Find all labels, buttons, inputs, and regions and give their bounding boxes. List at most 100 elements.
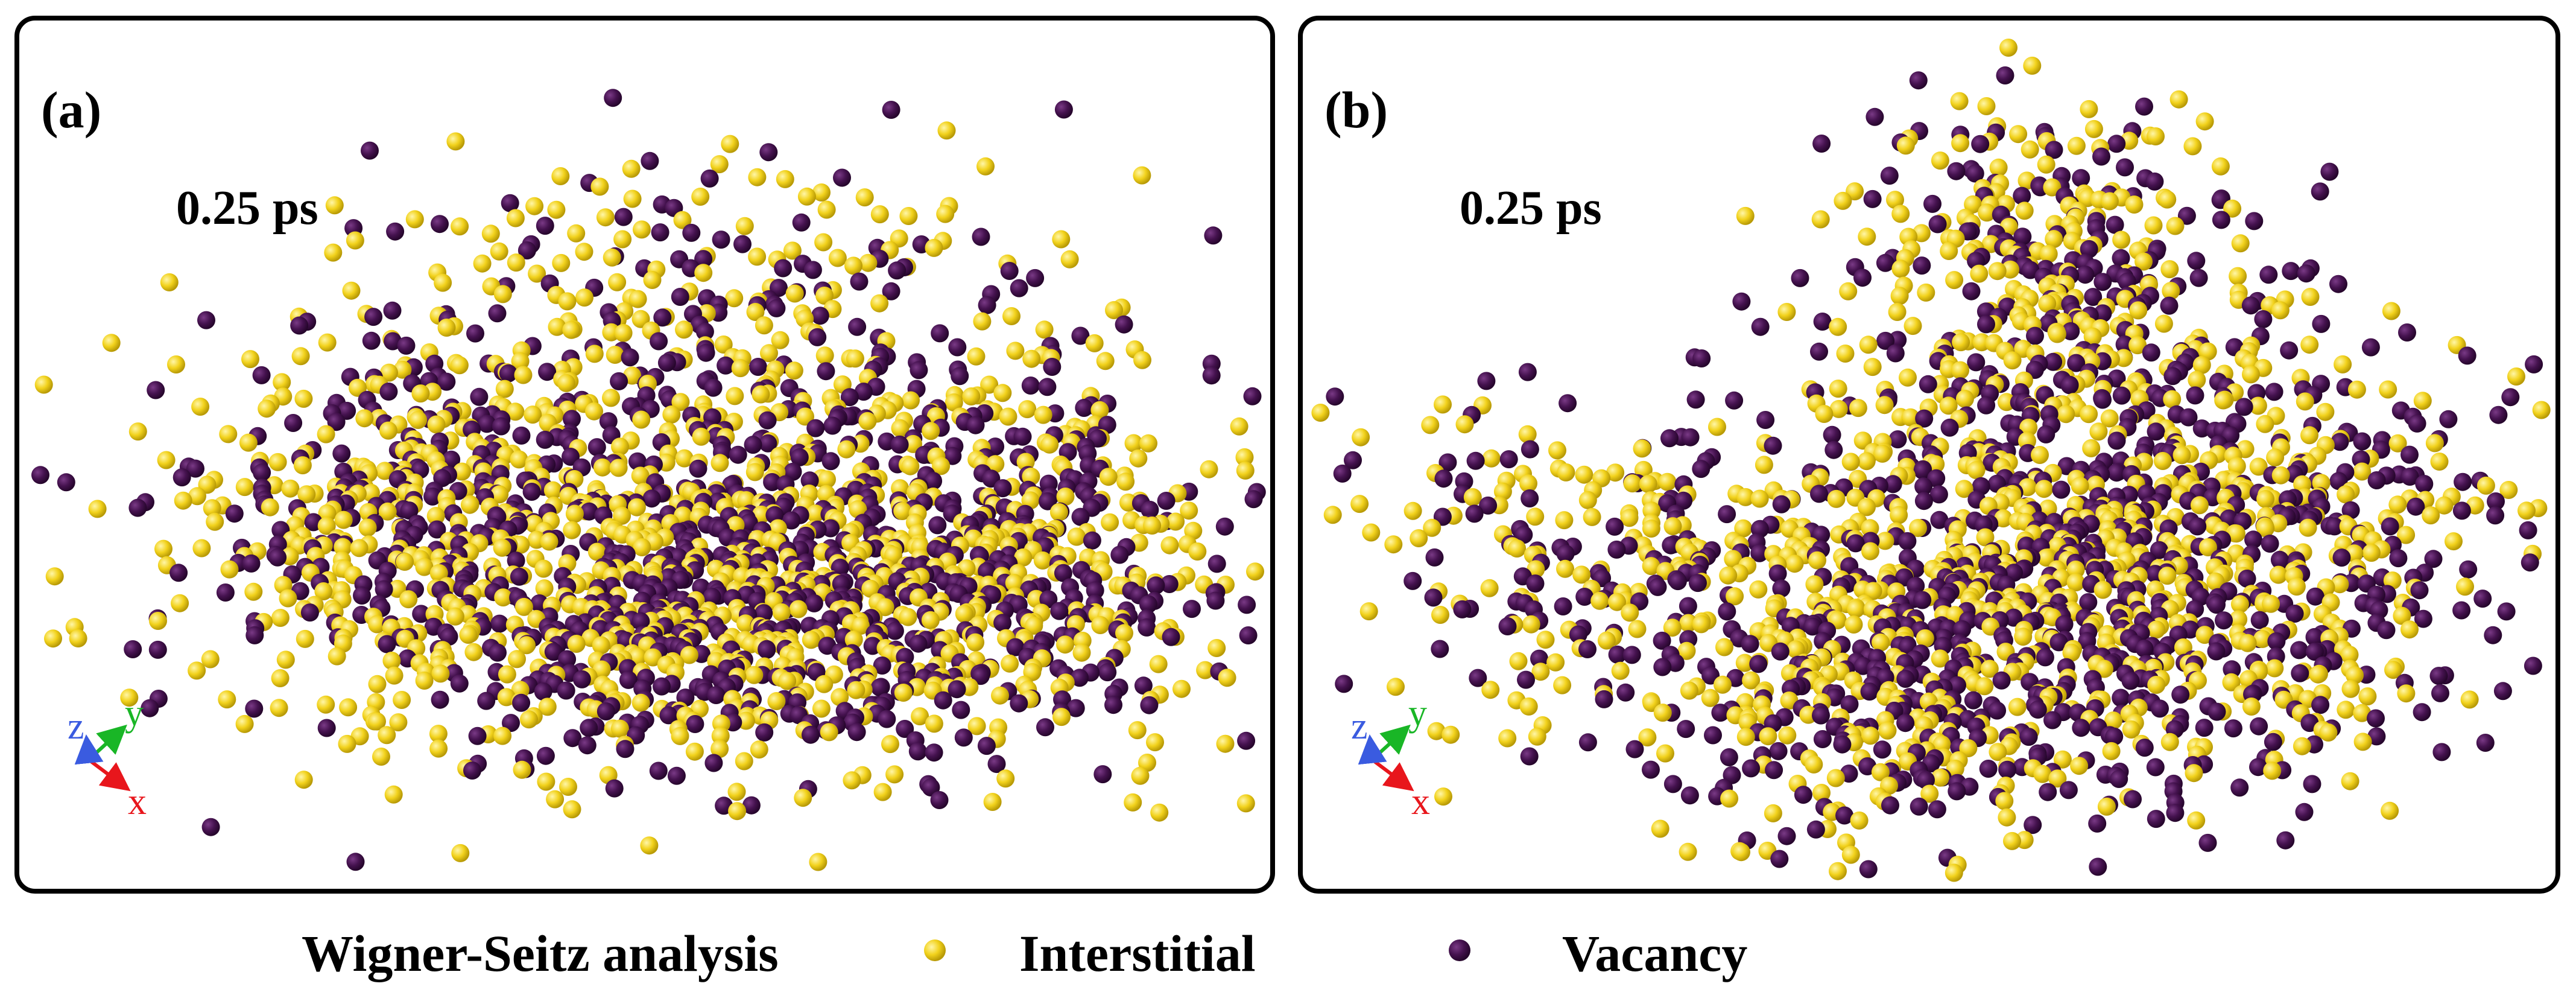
vacancy-atom xyxy=(2045,141,2063,159)
interstitial-atom xyxy=(346,231,364,250)
vacancy-atom xyxy=(431,215,449,234)
interstitial-atom xyxy=(1808,551,1826,570)
interstitial-atom xyxy=(1216,734,1235,753)
vacancy-atom xyxy=(2080,240,2098,258)
legend-interstitial-label: Interstitial xyxy=(1019,924,1256,982)
vacancy-atom xyxy=(882,282,900,300)
vacancy-atom xyxy=(2484,626,2502,644)
interstitial-atom xyxy=(714,335,733,354)
interstitial-atom xyxy=(2456,577,2474,596)
interstitial-atom xyxy=(520,710,538,729)
interstitial-atom xyxy=(1052,708,1071,726)
vacancy-atom xyxy=(1595,690,1613,708)
interstitial-atom xyxy=(1115,624,1133,643)
y-axis-arrow xyxy=(87,724,127,761)
vacancy-atom xyxy=(2276,831,2295,850)
vacancy-atom xyxy=(1204,226,1223,245)
interstitial-atom xyxy=(1160,536,1179,555)
interstitial-atom xyxy=(2340,646,2359,664)
interstitial-atom xyxy=(2384,661,2402,679)
interstitial-atom xyxy=(1677,641,1696,660)
vacancy-atom xyxy=(431,690,449,709)
vacancy-atom xyxy=(428,520,446,539)
vacancy-atom xyxy=(1884,475,1902,494)
interstitial-atom xyxy=(633,220,651,239)
vacancy-atom xyxy=(517,241,536,259)
interstitial-atom xyxy=(1528,727,1546,746)
interstitial-atom xyxy=(1964,195,1983,214)
interstitial-atom xyxy=(592,636,610,655)
interstitial-atom xyxy=(1056,635,1074,654)
vacancy-atom xyxy=(1777,827,1796,845)
vacancy-atom xyxy=(703,588,721,606)
interstitial-atom xyxy=(34,375,53,394)
vacancy-atom xyxy=(1518,363,1537,381)
interstitial-atom xyxy=(563,800,581,819)
interstitial-atom xyxy=(980,375,999,394)
interstitial-atom xyxy=(1642,520,1660,538)
interstitial-atom xyxy=(2158,190,2177,209)
vacancy-atom xyxy=(1625,740,1644,758)
interstitial-atom xyxy=(991,686,1009,705)
interstitial-atom xyxy=(537,772,555,791)
interstitial-atom xyxy=(1072,643,1091,662)
interstitial-atom xyxy=(244,582,263,601)
vacancy-atom xyxy=(1771,642,1790,661)
vacancy-atom xyxy=(1434,469,1453,488)
vacancy-atom xyxy=(2250,611,2269,629)
interstitial-atom xyxy=(921,611,940,629)
interstitial-atom xyxy=(1124,793,1142,812)
interstitial-atom xyxy=(1719,566,1738,585)
vacancy-atom xyxy=(695,322,714,341)
interstitial-atom xyxy=(1736,488,1755,506)
interstitial-atom xyxy=(192,539,211,558)
interstitial-atom xyxy=(1734,519,1753,538)
interstitial-atom xyxy=(317,695,335,714)
vacancy-atom xyxy=(1967,353,1986,372)
vacancy-atom xyxy=(704,378,723,397)
interstitial-atom xyxy=(727,783,746,801)
interstitial-atom xyxy=(1572,565,1591,584)
vacancy-atom xyxy=(1876,253,1894,272)
vacancy-atom xyxy=(2171,685,2190,704)
interstitial-atom xyxy=(671,726,689,745)
interstitial-atom xyxy=(1384,535,1403,554)
interstitial-atom xyxy=(1350,495,1369,513)
vacancy-atom xyxy=(651,223,669,242)
vacancy-atom xyxy=(2454,472,2472,491)
vacancy-atom xyxy=(1431,640,1449,658)
interstitial-atom xyxy=(1834,191,1852,210)
vacancy-atom xyxy=(1013,427,1032,446)
interstitial-atom xyxy=(1858,498,1876,516)
vacancy-atom xyxy=(2415,475,2434,493)
vacancy-atom xyxy=(400,501,419,520)
vacancy-atom xyxy=(2107,431,2126,450)
interstitial-atom xyxy=(559,778,577,796)
interstitial-atom xyxy=(1861,519,1879,538)
vacancy-atom xyxy=(1110,545,1129,564)
interstitial-atom xyxy=(1829,380,1847,398)
vacancy-atom xyxy=(317,719,336,737)
interstitial-atom xyxy=(1188,542,1207,561)
interstitial-atom xyxy=(1815,405,1834,423)
interstitial-atom xyxy=(2082,439,2101,457)
vacancy-atom xyxy=(197,311,215,329)
interstitial-atom xyxy=(1959,739,1978,757)
vacancy-atom xyxy=(492,417,510,436)
interstitial-atom xyxy=(2266,448,2285,467)
vacancy-atom xyxy=(1326,387,1344,406)
vacancy-atom xyxy=(792,213,811,232)
interstitial-atom xyxy=(1597,631,1616,650)
vacancy-atom xyxy=(811,307,829,325)
interstitial-atom xyxy=(235,478,254,497)
vacancy-atom xyxy=(604,89,622,107)
interstitial-atom xyxy=(1235,448,1254,466)
interstitial-atom xyxy=(378,502,397,521)
vacancy-atom xyxy=(2135,97,2153,116)
interstitial-atom xyxy=(748,168,767,186)
interstitial-atom xyxy=(2341,679,2360,698)
vacancy-atom xyxy=(2186,386,2204,405)
vacancy-atom xyxy=(2424,550,2443,568)
interstitial-atom xyxy=(1014,548,1033,567)
interstitial-atom xyxy=(1909,519,1927,537)
